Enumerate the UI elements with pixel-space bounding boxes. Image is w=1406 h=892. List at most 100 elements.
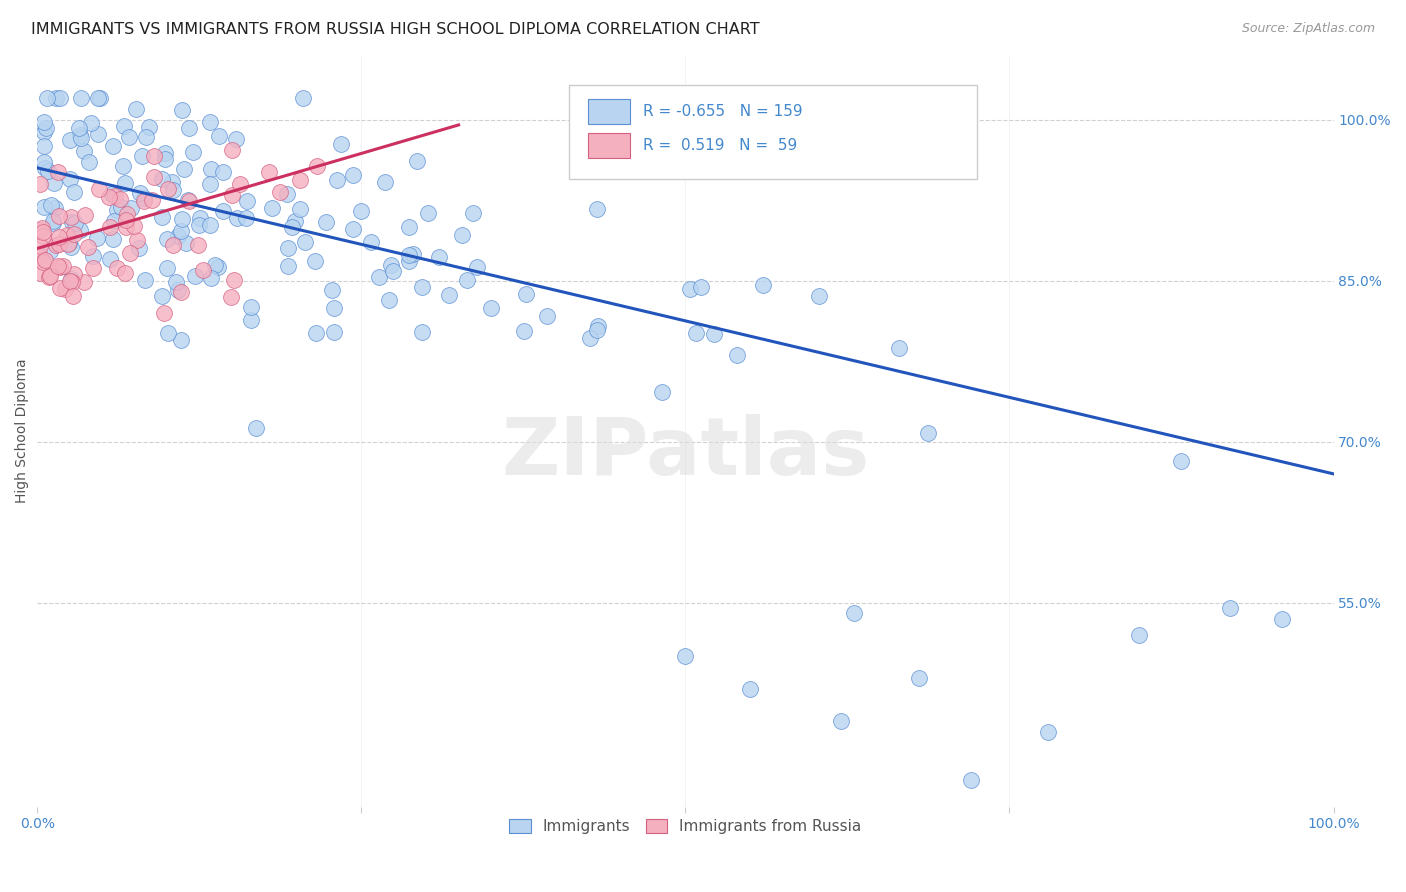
Point [34,252,56,267]
Point [73,145,96,159]
Point [37,164,59,178]
Point [187,238,209,252]
Point [889,342,911,356]
Point [153,152,176,166]
Point [172,212,194,227]
Point [212,204,235,219]
Point [221,144,243,158]
Point [322,326,344,340]
Point [73,275,96,289]
Point [315,215,337,229]
Point [101,139,124,153]
Point [32,154,55,169]
Point [59,240,82,254]
Text: ZIPatlas: ZIPatlas [502,415,869,492]
Point [125,233,148,247]
Point [69,131,91,145]
Point [411,280,433,294]
Point [134,273,156,287]
Point [131,149,153,163]
Point [62,268,84,282]
Point [586,319,609,334]
Point [350,204,373,219]
Point [150,210,173,224]
Point [60,214,83,228]
Point [49,260,72,274]
Point [32,115,55,129]
Point [122,219,145,233]
Point [398,253,420,268]
Point [101,186,124,201]
Point [342,222,364,236]
Point [58,235,80,250]
Text: R =  0.519   N =  59: R = 0.519 N = 59 [643,138,797,153]
Point [342,168,364,182]
Point [842,607,865,621]
Point [110,200,132,214]
Text: R = -0.655   N = 159: R = -0.655 N = 159 [643,104,803,119]
Point [59,133,82,147]
Point [53,282,76,296]
Point [398,247,420,261]
Point [28,266,51,280]
Point [1219,601,1241,615]
Y-axis label: High School Diploma: High School Diploma [15,359,30,503]
Point [38,270,60,285]
Point [200,162,222,177]
Point [167,228,190,243]
Point [679,282,702,296]
Point [907,671,929,685]
Point [281,220,304,235]
Point [184,269,207,284]
Point [288,202,311,216]
Point [69,223,91,237]
Point [198,218,221,232]
Point [141,193,163,207]
Text: IMMIGRANTS VS IMMIGRANTS FROM RUSSIA HIGH SCHOOL DIPLOMA CORRELATION CHART: IMMIGRANTS VS IMMIGRANTS FROM RUSSIA HIG… [31,22,759,37]
Point [80,116,103,130]
Point [44,201,66,215]
Point [191,263,214,277]
Point [208,129,231,144]
Point [59,210,82,224]
Point [162,238,184,252]
Point [240,313,263,327]
Point [49,281,72,295]
Point [188,211,211,225]
Point [42,176,65,190]
Point [49,91,72,105]
Point [467,260,489,274]
Point [56,228,79,243]
Point [367,270,389,285]
Point [115,212,138,227]
Point [284,214,307,228]
Point [181,145,204,160]
Point [235,211,257,225]
Point [135,130,157,145]
Point [105,202,128,217]
Point [28,249,51,263]
Point [165,275,187,289]
Point [172,103,194,117]
Point [39,244,62,259]
Point [39,268,62,283]
Point [418,206,440,220]
Point [31,225,53,239]
Point [221,187,243,202]
Point [374,175,396,189]
Point [112,159,135,173]
Point [277,241,299,255]
Point [207,260,229,274]
Point [87,91,110,105]
Point [129,186,152,200]
Point [173,161,195,176]
Point [321,284,343,298]
Point [305,326,328,340]
Point [1271,612,1294,626]
Point [41,214,63,228]
Point [156,182,179,196]
Point [1038,724,1060,739]
Point [586,202,609,216]
Point [725,348,748,362]
Point [170,224,193,238]
